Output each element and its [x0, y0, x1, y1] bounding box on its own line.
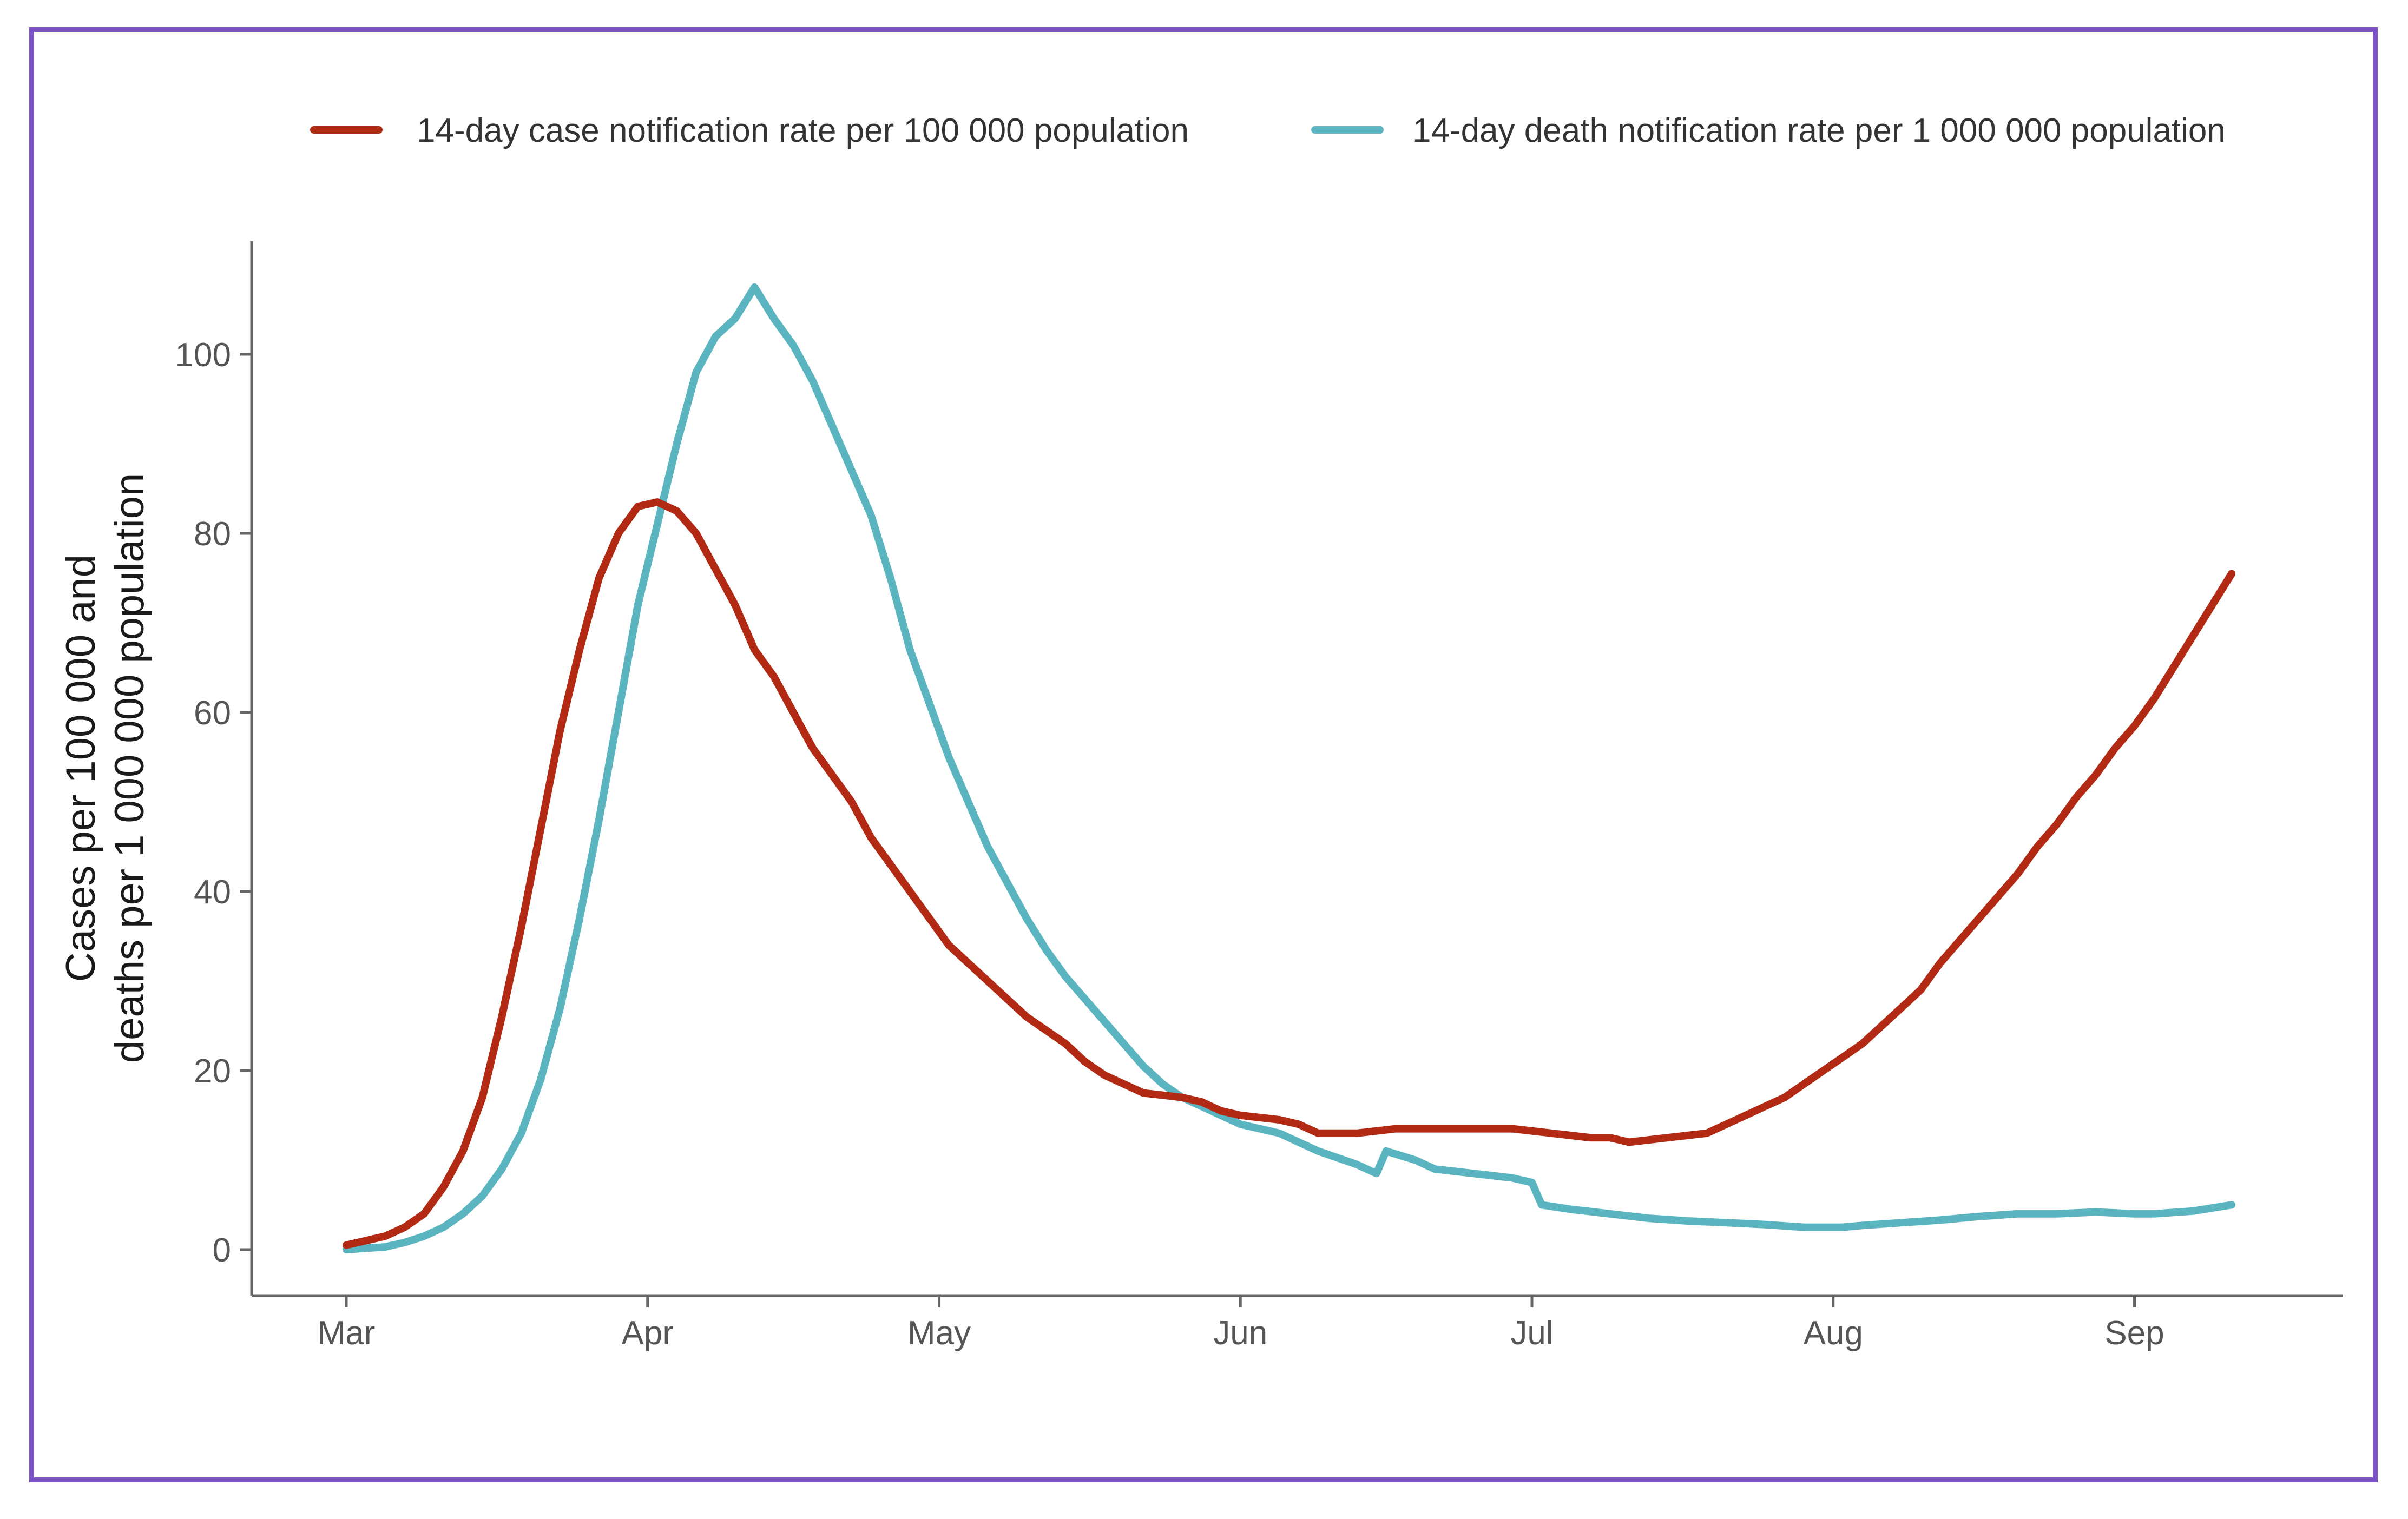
y-axis-title: Cases per 100 000 and deaths per 1 000 0…	[58, 473, 153, 1063]
legend-label-case-rate: 14-day case notification rate per 100 00…	[417, 112, 1189, 149]
legend: 14-day case notification rate per 100 00…	[310, 112, 2226, 149]
y-tick-label: 40	[194, 874, 231, 911]
x-tick-label: Aug	[1804, 1315, 1863, 1352]
y-tick-label: 100	[175, 336, 231, 374]
series-line-death-rate	[343, 283, 2236, 1253]
x-tick-label: Mar	[318, 1315, 376, 1352]
y-axis-title-line-1: Cases per 100 000 and	[58, 554, 104, 982]
series-lines	[343, 283, 2236, 1253]
y-tick-label: 60	[194, 695, 231, 732]
y-axis-ticks: 0 20 40 60 80 100	[175, 336, 252, 1269]
x-tick-label: May	[907, 1315, 971, 1352]
y-tick-label: 0	[213, 1232, 231, 1269]
y-tick-label: 80	[194, 516, 231, 553]
series-line-case-rate	[343, 498, 2236, 1249]
y-tick-label: 20	[194, 1053, 231, 1090]
x-axis-ticks: Mar Apr May Jun Jul Aug Sep	[318, 1296, 2164, 1352]
y-axis-title-line-2: deaths per 1 000 000 population	[107, 473, 153, 1063]
x-tick-label: Sep	[2104, 1315, 2164, 1352]
x-tick-label: Jul	[1510, 1315, 1553, 1352]
x-tick-label: Apr	[621, 1315, 673, 1352]
legend-label-death-rate: 14-day death notification rate per 1 000…	[1412, 112, 2226, 149]
x-tick-label: Jun	[1213, 1315, 1267, 1352]
axes	[250, 241, 2343, 1297]
